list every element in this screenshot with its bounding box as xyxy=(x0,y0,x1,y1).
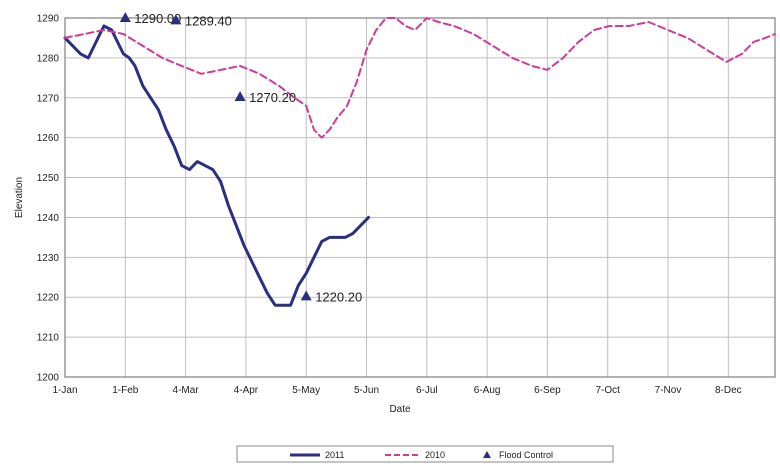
y-tick-label: 1290 xyxy=(37,14,60,25)
x-tick-label: 6-Aug xyxy=(474,385,501,396)
y-tick-label: 1280 xyxy=(37,53,60,64)
flood-control-marker xyxy=(300,290,312,301)
flood-control-value-label: 1220.20 xyxy=(315,289,362,304)
y-tick-label: 1200 xyxy=(37,373,60,384)
legend-2011-label: 2011 xyxy=(325,450,344,460)
flood-control-marker xyxy=(234,90,246,101)
y-tick-label: 1210 xyxy=(37,333,60,344)
x-tick-labels: 1-Jan 1-Feb 4-Mar 4-Apr 5-May 5-Jun 6-Jul 6-Aug… xyxy=(52,385,741,396)
x-tick-label: 4-Apr xyxy=(234,385,259,396)
y-tick-label: 1250 xyxy=(37,173,60,184)
y-tick-label: 1220 xyxy=(37,293,60,304)
x-axis-title: Date xyxy=(389,404,411,415)
x-tick-label: 6-Jul xyxy=(416,385,438,396)
y-tick-label: 1260 xyxy=(37,133,60,144)
x-tick-label: 1-Feb xyxy=(112,385,139,396)
series-line-2010 xyxy=(64,17,776,139)
x-tick-label: 5-Jun xyxy=(354,385,379,396)
y-tick-label: 1270 xyxy=(37,93,60,104)
y-tick-labels: 1200 1210 1220 1230 1240 1250 1260 1270 1280 1290 xyxy=(37,14,60,384)
y-axis-title: Elevation xyxy=(14,177,25,218)
y-tick-label: 1240 xyxy=(37,213,60,224)
y-tick-label: 1230 xyxy=(37,253,60,264)
x-tick-label: 5-May xyxy=(292,385,320,396)
x-tick-label: 7-Nov xyxy=(655,385,682,396)
legend-2010-label: 2010 xyxy=(425,450,445,460)
legend-flood-control-label: Flood Control xyxy=(499,450,553,460)
plot-frame xyxy=(64,17,776,378)
x-tick-label: 4-Mar xyxy=(173,385,200,396)
x-tick-label: 7-Oct xyxy=(595,385,620,396)
series-layer xyxy=(63,17,776,307)
legend-box xyxy=(236,445,614,463)
flood-control-value-label: 1290.00 xyxy=(134,11,181,26)
x-tick-label: 8-Dec xyxy=(715,385,742,396)
legend: 2011 2010 Flood Control xyxy=(236,445,614,463)
x-tick-label: 6-Sep xyxy=(534,385,561,396)
legend-flood-control-marker-icon xyxy=(483,451,491,458)
flood-control-markers: 1290.00 1289.40 1270.20 1220.20 xyxy=(119,11,362,304)
flood-control-marker xyxy=(119,12,131,22)
grid-layer xyxy=(64,17,775,378)
series-line-2011 xyxy=(63,24,370,307)
flood-control-value-label: 1289.40 xyxy=(185,13,232,28)
x-tick-label: 1-Jan xyxy=(52,385,77,396)
flood-control-value-label: 1270.20 xyxy=(249,90,296,105)
flood-control-marker xyxy=(170,14,182,25)
